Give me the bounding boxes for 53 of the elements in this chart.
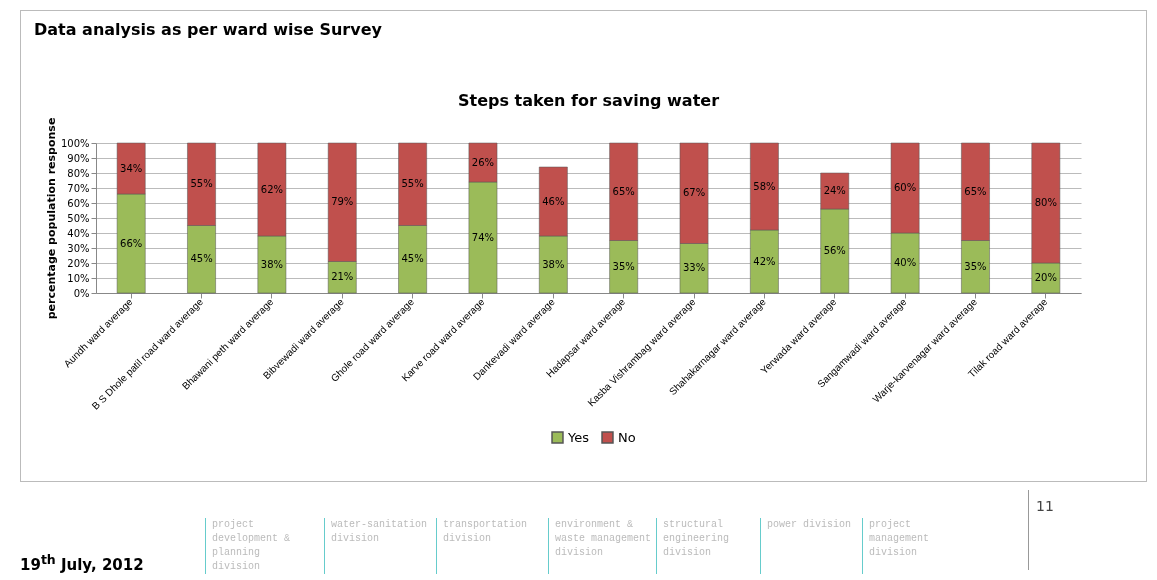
y-tick-label: 70% [67,182,90,194]
data-label: 35% [612,260,635,272]
data-label: 45% [190,253,213,265]
y-axis-title: percentage population response [44,117,58,320]
data-label: 35% [964,260,987,272]
text: environment & waste management division [548,518,655,574]
legend-label: Yes [567,429,590,445]
data-label: 67% [682,187,706,199]
data-label: 74% [471,231,495,243]
y-tick-label: 90% [67,152,90,164]
text: project development & planning division [205,518,312,574]
y-tick-label: 0% [73,287,90,299]
chart-title: Steps taken for saving water [457,91,720,111]
data-label: 45% [401,253,424,265]
data-label: 34% [120,162,143,174]
text: power division [760,518,867,574]
text: project management division [862,518,969,574]
data-label: 38% [542,258,565,270]
data-label: 60% [893,182,917,193]
data-label: 55% [190,178,213,190]
text: 11 [1036,498,1054,514]
y-tick-label: 20% [67,257,90,269]
text: 19$^{th}$ July, 2012 [20,552,144,574]
data-label: 40% [893,257,917,268]
data-label: 80% [1034,197,1057,208]
data-label: 62% [260,183,284,195]
data-label: 79% [331,196,354,208]
y-tick-label: 30% [67,242,90,254]
y-tick-label: 60% [67,197,90,209]
data-label: 33% [682,262,706,274]
data-label: 26% [471,156,495,168]
data-label: 42% [753,255,776,267]
text: structural engineering division [656,518,763,574]
data-label: 46% [542,195,565,207]
data-label: 55% [401,178,424,190]
data-label: 20% [1034,272,1057,283]
data-label: 66% [120,237,143,249]
y-tick-label: 40% [67,227,90,239]
data-label: 56% [823,245,846,256]
legend-label: No [618,429,636,445]
data-label: 38% [260,258,284,270]
text: transportation division [436,518,543,574]
text: water-sanitation division [324,518,431,574]
data-label: 58% [753,180,776,192]
y-tick-label: 100% [60,137,90,149]
data-label: 24% [823,185,846,196]
data-label: 21% [331,271,354,283]
y-tick-label: 80% [67,167,90,179]
y-tick-label: 10% [67,272,90,284]
text: Data analysis as per ward wise Survey [34,20,382,39]
y-tick-label: 50% [67,212,90,224]
data-label: 65% [612,185,635,197]
data-label: 65% [964,185,987,197]
